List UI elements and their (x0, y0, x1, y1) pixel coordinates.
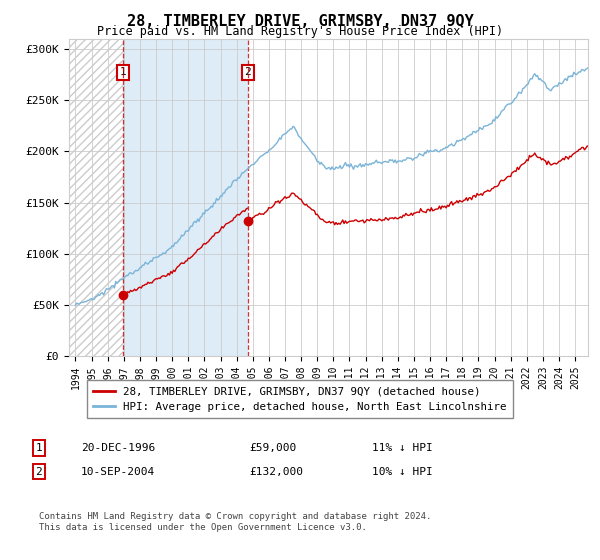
Text: Contains HM Land Registry data © Crown copyright and database right 2024.
This d: Contains HM Land Registry data © Crown c… (39, 512, 431, 532)
Bar (69, 39, 124, 356)
Text: Price paid vs. HM Land Registry's House Price Index (HPI): Price paid vs. HM Land Registry's House … (97, 25, 503, 38)
Text: 20-DEC-1996: 20-DEC-1996 (81, 443, 155, 453)
Text: 1: 1 (120, 67, 127, 77)
Bar (124, 39, 248, 356)
Text: 10% ↓ HPI: 10% ↓ HPI (372, 466, 433, 477)
Text: 2: 2 (35, 466, 43, 477)
Text: 10-SEP-2004: 10-SEP-2004 (81, 466, 155, 477)
Legend: 28, TIMBERLEY DRIVE, GRIMSBY, DN37 9QY (detached house), HPI: Average price, det: 28, TIMBERLEY DRIVE, GRIMSBY, DN37 9QY (… (86, 380, 514, 418)
Text: £132,000: £132,000 (249, 466, 303, 477)
Text: 28, TIMBERLEY DRIVE, GRIMSBY, DN37 9QY: 28, TIMBERLEY DRIVE, GRIMSBY, DN37 9QY (127, 14, 473, 29)
Text: £59,000: £59,000 (249, 443, 296, 453)
Text: 1: 1 (35, 443, 43, 453)
Text: 2: 2 (245, 67, 251, 77)
Text: 11% ↓ HPI: 11% ↓ HPI (372, 443, 433, 453)
